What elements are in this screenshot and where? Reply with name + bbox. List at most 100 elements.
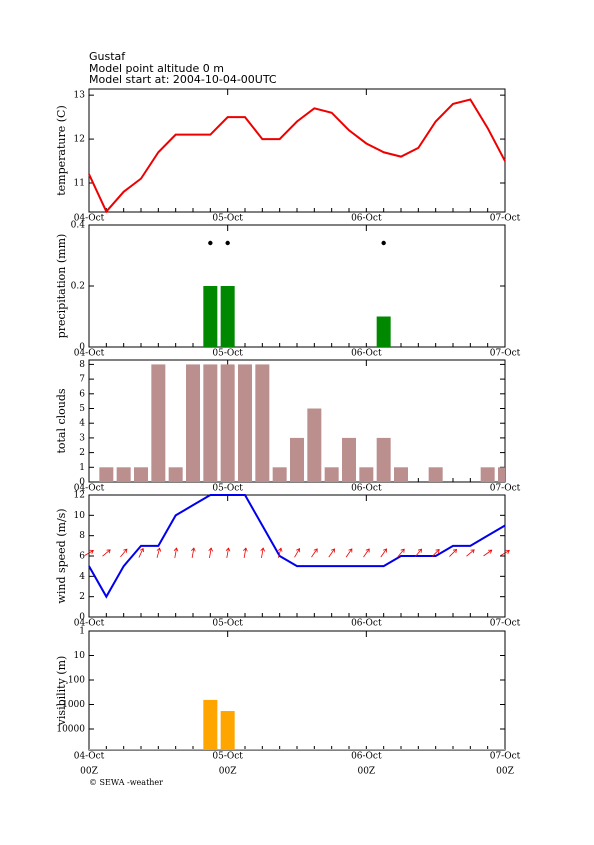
arrow-part — [311, 548, 318, 558]
x-tick-label: 06-Oct — [351, 484, 382, 494]
arrow-part — [208, 547, 214, 552]
bar — [151, 364, 166, 482]
arrow-part — [243, 548, 247, 558]
arrow-part — [435, 548, 440, 554]
bar — [220, 364, 235, 482]
y-tick-label: 12 — [74, 491, 85, 501]
wind-arrow — [225, 547, 231, 558]
arrow-part — [106, 549, 111, 554]
y-tick-label: 6 — [79, 552, 85, 562]
arrow-part — [174, 548, 177, 558]
y-tick-label: 13 — [74, 91, 86, 101]
arrow-part — [397, 548, 405, 558]
arrow-part — [294, 548, 300, 558]
y-tick-label: 100 — [68, 675, 85, 685]
y-tick-label: 10 — [74, 511, 86, 521]
wind-arrow — [466, 549, 475, 557]
y-tick-label: 5 — [79, 404, 85, 414]
y-tick-label: 8 — [79, 531, 85, 541]
wind-arrow — [84, 549, 94, 556]
x-tick-label: 07-Oct — [490, 349, 521, 359]
plot-frame — [88, 88, 506, 213]
arrow-part — [156, 547, 162, 552]
wind-arrow — [260, 547, 266, 558]
plot-frame — [88, 494, 506, 618]
x-tick-label: 05-Oct — [212, 619, 243, 629]
arrow-part — [380, 548, 387, 558]
x-tick-label: 07-Oct — [490, 619, 521, 629]
y-tick-label: 7 — [79, 375, 85, 385]
wind-arrow — [120, 548, 128, 558]
arrow-part — [191, 548, 195, 558]
x-tick-label: 07-Oct — [490, 752, 521, 762]
y-tick-label: 1 — [79, 463, 85, 473]
wind-arrow — [328, 548, 335, 558]
y-tick-label: 10000 — [56, 724, 85, 734]
bar — [168, 467, 183, 482]
y-tick-label: 0.4 — [71, 221, 86, 231]
bar — [203, 286, 218, 347]
y-tick-label: 3 — [79, 433, 85, 443]
x-tick-label: 04-Oct — [74, 349, 105, 359]
wind-arrow — [208, 547, 214, 558]
y-tick-label: 1 — [79, 627, 85, 637]
model-start: Model start at: 2004-10-04-00UTC — [89, 73, 277, 86]
x-tick-label: 06-Oct — [351, 349, 382, 359]
arrow-part — [261, 548, 264, 558]
y-tick-label: 1000 — [62, 700, 85, 710]
x-tick-label: 06-Oct — [351, 752, 382, 762]
bar — [376, 437, 391, 482]
arrow-part — [173, 547, 179, 552]
y-tick-label: 0 — [79, 613, 85, 623]
wind-arrow — [397, 548, 405, 558]
wind-arrow — [311, 548, 318, 558]
wind-arrow — [277, 547, 283, 558]
wind-arrow — [156, 547, 162, 558]
arrow-part — [452, 548, 458, 554]
y-tick-label: 4 — [79, 572, 85, 582]
bar — [359, 467, 374, 482]
wind-arrow — [449, 548, 458, 557]
arrow-part — [470, 549, 475, 554]
x-tick-label: 05-Oct — [212, 752, 243, 762]
y-tick-label: 8 — [79, 360, 85, 370]
wind-arrow — [483, 549, 493, 557]
arrow-part — [243, 547, 248, 552]
bar — [203, 364, 218, 482]
wind-arrow — [431, 548, 440, 557]
arrow-part — [431, 549, 440, 557]
x-tick-label: 07-Oct — [490, 214, 521, 224]
x-tick-label: 04-Oct — [74, 752, 105, 762]
arrow-part — [277, 547, 283, 552]
y-axis-label: wind speed (m/s) — [55, 508, 68, 603]
y-tick-label: 12 — [74, 135, 85, 145]
arrow-part — [120, 548, 128, 558]
y-tick-label: 2 — [79, 592, 85, 602]
bar — [376, 316, 391, 347]
bar — [394, 467, 408, 482]
x-tick-sublabel: 00Z — [496, 767, 514, 777]
location-name: Gustaf — [89, 50, 126, 63]
copyright: © SEWA -weather — [89, 778, 163, 787]
wind-arrow — [363, 548, 370, 558]
arrow-part — [313, 548, 318, 553]
arrow-part — [365, 548, 370, 553]
precip-dot — [381, 240, 386, 246]
bar — [186, 364, 200, 482]
arrow-part — [123, 548, 128, 553]
arrow-part — [328, 548, 335, 558]
arrow-part — [348, 548, 353, 553]
arrow-part — [383, 548, 387, 553]
y-tick-label: 4 — [79, 419, 85, 429]
x-tick-sublabel: 00Z — [219, 767, 237, 777]
x-tick-label: 05-Oct — [212, 484, 243, 494]
wind-arrow — [345, 548, 353, 558]
arrow-part — [296, 548, 301, 553]
arrow-part — [500, 550, 510, 556]
arrow-part — [89, 549, 94, 554]
arrow-part — [331, 548, 335, 553]
bar — [480, 467, 495, 482]
y-tick-label: 2 — [79, 448, 85, 458]
arrow-part — [414, 548, 422, 558]
bar — [255, 364, 270, 482]
